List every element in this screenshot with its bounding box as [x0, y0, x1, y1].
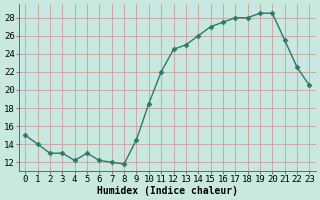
X-axis label: Humidex (Indice chaleur): Humidex (Indice chaleur) — [97, 186, 238, 196]
